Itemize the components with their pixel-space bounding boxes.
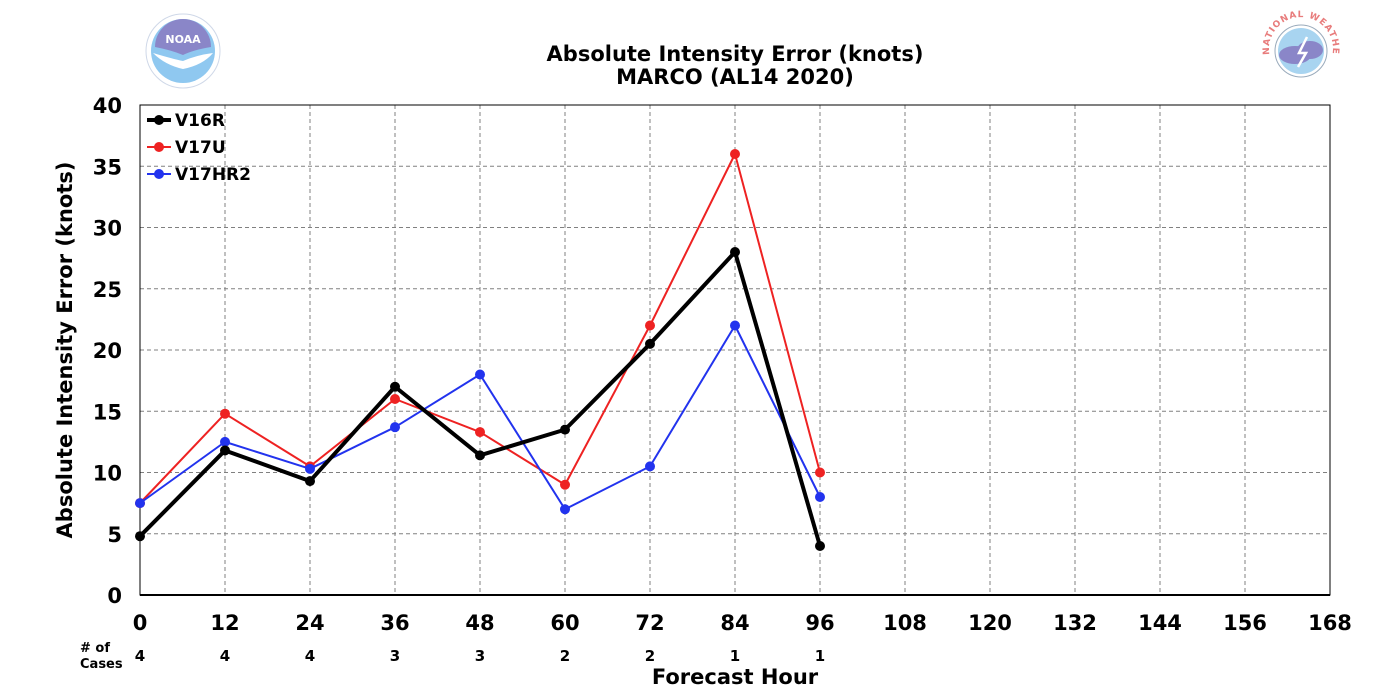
- cases-label-line2: Cases: [80, 657, 123, 672]
- y-tick-label: 40: [93, 94, 122, 118]
- data-point: [305, 463, 315, 474]
- case-count: 3: [390, 647, 400, 665]
- noaa-logo-icon: NOAA: [145, 13, 221, 89]
- x-tick-label: 48: [465, 611, 494, 635]
- legend-swatch-marker: [154, 169, 164, 179]
- data-point: [645, 461, 655, 472]
- data-point: [645, 338, 655, 349]
- legend: V16R V17U V17HR2: [147, 111, 251, 185]
- legend-label: V17U: [175, 138, 226, 158]
- y-tick-label: 35: [93, 155, 122, 179]
- case-count: 1: [815, 647, 825, 665]
- case-count: 2: [560, 647, 570, 665]
- x-tick-label: 24: [295, 611, 324, 635]
- data-point: [730, 149, 740, 159]
- data-point: [815, 541, 825, 551]
- x-tick-label: 36: [380, 611, 409, 635]
- y-tick-labels: 0 5 10 15 20 25 30 35 40: [93, 94, 122, 608]
- case-count: 3: [475, 647, 485, 665]
- legend-swatch-marker: [154, 142, 164, 152]
- x-tick-label: 132: [1053, 611, 1097, 635]
- case-count: 4: [220, 647, 230, 665]
- y-tick-label: 30: [93, 217, 122, 241]
- x-tick-label: 120: [968, 611, 1012, 635]
- y-tick-label: 10: [93, 462, 122, 486]
- cases-row: 4 4 4 3 3 2 2 1 1: [135, 647, 825, 665]
- data-point: [220, 436, 230, 447]
- y-tick-label: 25: [93, 278, 122, 302]
- x-tick-label: 168: [1308, 611, 1352, 635]
- plot-frame: [139, 104, 1331, 596]
- x-tick-label: 108: [883, 611, 927, 635]
- data-point: [390, 381, 400, 392]
- x-tick-label: 96: [805, 611, 834, 635]
- chart-title: Absolute Intensity Error (knots): [547, 42, 924, 66]
- case-count: 1: [730, 647, 740, 665]
- series-lines: [135, 149, 825, 551]
- legend-label: V17HR2: [175, 165, 251, 185]
- data-point: [220, 408, 230, 419]
- y-tick-label: 15: [93, 400, 122, 424]
- data-point: [135, 498, 145, 509]
- legend-label: V16R: [175, 111, 225, 131]
- y-tick-label: 20: [93, 339, 122, 363]
- data-point: [560, 424, 570, 435]
- nws-logo-icon: NATIONAL WEATHER SERVICE: [1262, 10, 1339, 88]
- data-point: [560, 504, 570, 515]
- case-count: 4: [135, 647, 145, 665]
- chart-subtitle: MARCO (AL14 2020): [616, 65, 854, 89]
- y-tick-label: 5: [107, 523, 122, 547]
- data-point: [645, 320, 655, 331]
- grid-lines: [140, 105, 1330, 596]
- x-tick-labels: 0 12 24 36 48 60 72 84 96 108 120 132 144 156 168: [133, 611, 1352, 635]
- data-point: [475, 427, 485, 438]
- data-point: [815, 467, 825, 478]
- x-tick-label: 12: [210, 611, 239, 635]
- data-point: [560, 479, 570, 490]
- data-point: [305, 476, 315, 487]
- x-tick-label: 0: [133, 611, 148, 635]
- noaa-logo-text: NOAA: [165, 33, 201, 46]
- data-point: [475, 369, 485, 380]
- data-point: [730, 247, 740, 257]
- data-point: [390, 422, 400, 433]
- case-count: 2: [645, 647, 655, 665]
- data-point: [135, 531, 145, 542]
- cases-label-line1: # of: [80, 641, 110, 656]
- x-tick-label: 60: [550, 611, 579, 635]
- x-axis-label: Forecast Hour: [652, 665, 819, 689]
- legend-item-v16r: V16R: [147, 111, 225, 131]
- legend-item-v17hr2: V17HR2: [147, 165, 251, 185]
- data-point: [730, 320, 740, 331]
- x-tick-label: 72: [635, 611, 664, 635]
- legend-item-v17u: V17U: [147, 138, 226, 158]
- x-tick-label: 144: [1138, 611, 1182, 635]
- y-axis-label: Absolute Intensity Error (knots): [53, 162, 77, 539]
- y-tick-label: 0: [107, 584, 122, 608]
- x-tick-label: 84: [720, 611, 749, 635]
- series-v17hr2: [135, 320, 825, 515]
- data-point: [220, 445, 230, 456]
- data-point: [390, 394, 400, 404]
- case-count: 4: [305, 647, 315, 665]
- series-v16r: [135, 247, 825, 551]
- x-tick-label: 156: [1223, 611, 1267, 635]
- legend-swatch-marker: [154, 115, 164, 125]
- data-point: [815, 492, 825, 502]
- data-point: [475, 450, 485, 461]
